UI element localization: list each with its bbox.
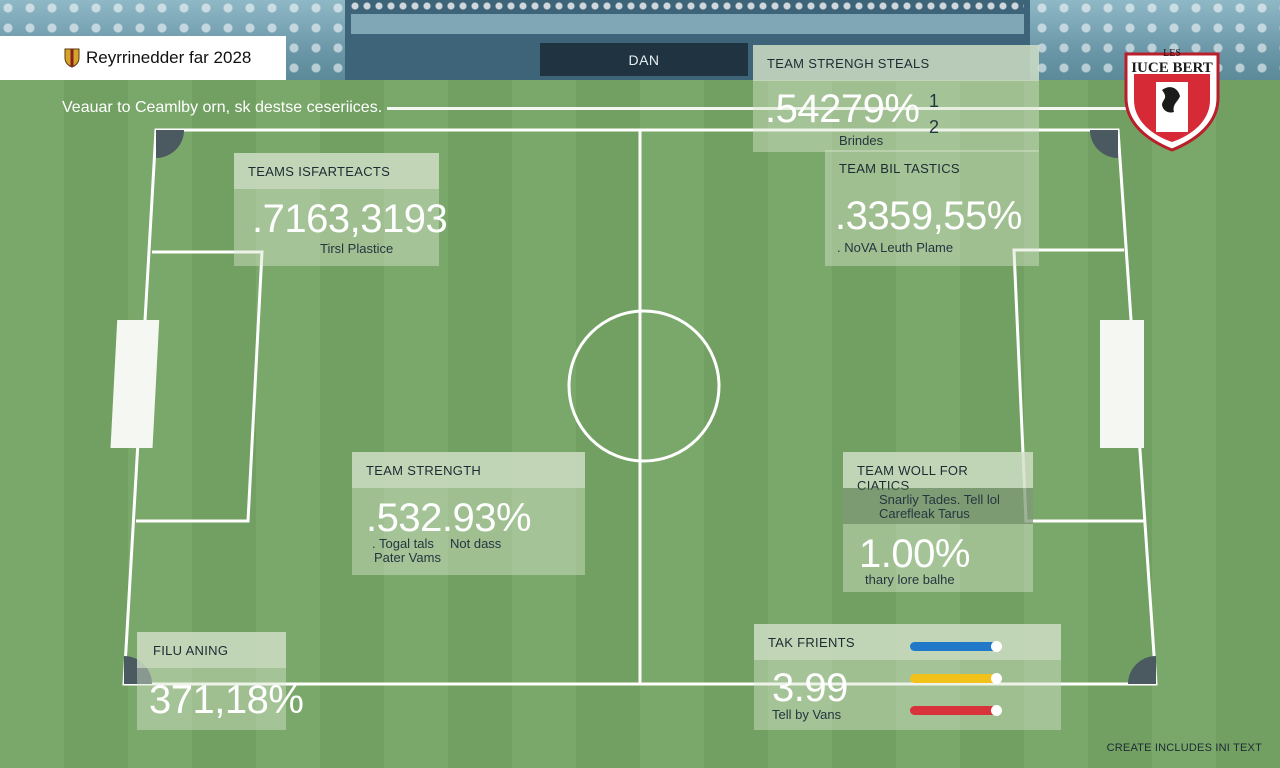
slider-knob-icon[interactable]: [991, 673, 1002, 684]
panel-sub-1: Snarliy Tades. Tell lol: [879, 492, 1000, 507]
panel-caption-2: Not dass: [450, 536, 502, 551]
panel-value: 1.00%: [859, 532, 970, 576]
panel-heading: TEAM BIL TASTICS: [839, 161, 960, 176]
panel-caption-1: . Togal tals: [372, 536, 434, 551]
stat-sliders: [910, 641, 1010, 722]
footer-note: CREATE INCLUDES INI TEXT: [1106, 742, 1262, 754]
panel-heading: TEAM WOLL FOR CIATICS: [843, 452, 1033, 493]
panel-heading: TEAM STRENGH STEALS: [753, 45, 1039, 81]
panel-caption: . NoVA Leuth Plame: [837, 240, 954, 255]
panel-caption-3: Pater Vams: [374, 550, 441, 565]
panel-value: 3.99: [772, 666, 848, 710]
slider-knob-icon[interactable]: [991, 705, 1002, 716]
shield-icon: [64, 48, 80, 68]
stat-panel-team-strengh-steals: TEAM STRENGH STEALS .54279% Brindes 1 2: [753, 45, 1039, 152]
badge-name: IUCE BERT: [1131, 60, 1213, 76]
panel-value: .54279%: [765, 87, 920, 131]
stat-slider-2[interactable]: [910, 673, 1002, 684]
club-badge-icon: LES IUCE BERT: [1124, 48, 1220, 152]
panel-value: 371,18%: [149, 678, 304, 722]
panel-value: .7163,3193: [252, 197, 448, 241]
panel-caption: thary lore balhe: [865, 572, 955, 587]
panel-value: .3359,55%: [835, 194, 1022, 238]
slider-knob-icon[interactable]: [991, 641, 1002, 652]
panel-heading: TAK FRIENTS: [754, 624, 1061, 660]
page-subtitle: Veauar to Ceamlby orn, sk destse ceserii…: [62, 99, 383, 116]
stat-panel-team-woll-for-ciatics: TEAM WOLL FOR CIATICS Snarliy Tades. Tel…: [843, 452, 1033, 592]
panel-heading: TEAMS ISFARTEACTS: [234, 153, 439, 189]
panel-subheading-block: [843, 488, 1033, 524]
subtitle-divider: [387, 107, 1153, 110]
rank-1-label: 1: [929, 91, 940, 111]
app-title-box: Reyrrinedder far 2028: [0, 36, 286, 80]
tribune-rail: [351, 14, 1024, 34]
panel-sub-2: Carefleak Tarus: [879, 506, 970, 521]
stat-panel-teams-isfarteacts: TEAMS ISFARTEACTS .7163,3193 Tirsl Plast…: [234, 153, 448, 266]
stat-panel-team-bil-tastics: TEAM BIL TASTICS .3359,55% . NoVA Leuth …: [825, 150, 1039, 266]
badge-top-text: LES: [1163, 48, 1181, 59]
crowd-dots: [351, 2, 1024, 12]
panel-heading: TEAM STRENGTH: [352, 452, 585, 488]
panel-heading: FILU ANING: [137, 632, 286, 668]
panel-value: .532.93%: [366, 496, 532, 540]
panel-caption: Tirsl Plastice: [320, 241, 394, 256]
app-title: Reyrrinedder far 2028: [86, 48, 252, 67]
panel-caption: Tell by Vans: [772, 707, 842, 722]
stat-panel-filu-aning: FILU ANING 371,18%: [137, 632, 304, 730]
stat-panel-tak-frients: TAK FRIENTS 3.99 Tell by Vans: [754, 624, 1061, 730]
rank-2-label: 2: [929, 117, 940, 137]
stat-panel-team-strength: TEAM STRENGTH .532.93% . Togal tals Not …: [352, 452, 585, 575]
stat-slider-1[interactable]: [910, 641, 1002, 652]
stat-slider-3[interactable]: [910, 705, 1002, 716]
tab-dan[interactable]: DAN: [540, 43, 748, 76]
panel-caption: Brindes: [839, 133, 884, 148]
